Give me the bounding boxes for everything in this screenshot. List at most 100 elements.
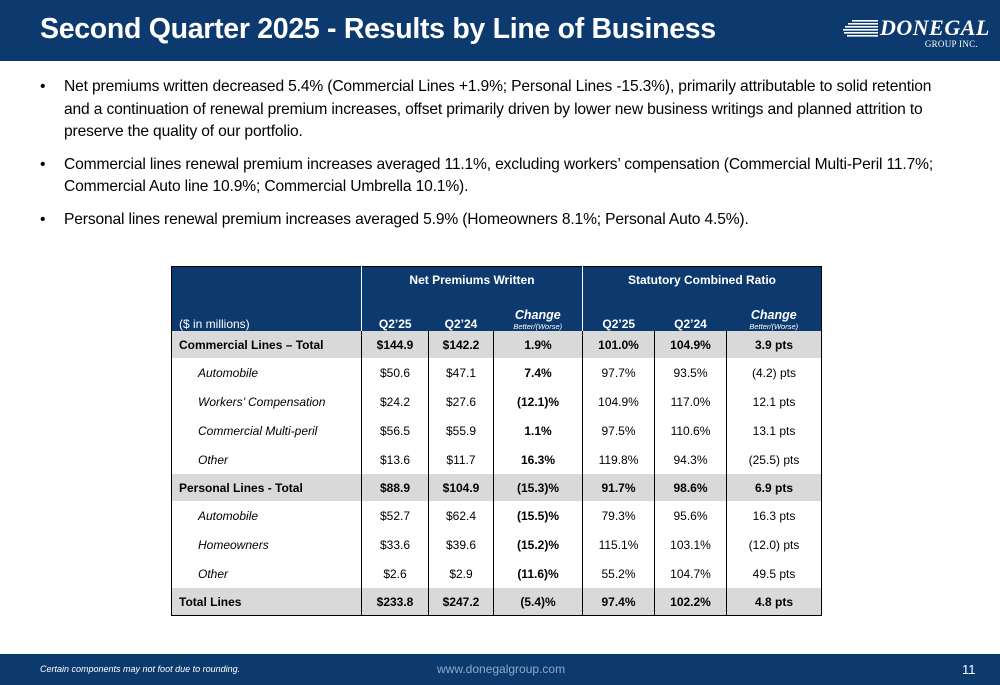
table-cell: 98.6% — [654, 474, 727, 501]
slide-title: Second Quarter 2025 - Results by Line of… — [40, 13, 716, 45]
table-cell: 110.6% — [654, 416, 727, 445]
table-cell: (25.5) pts — [726, 445, 822, 474]
table-cell: 104.7% — [654, 559, 727, 588]
table-cell: $247.2 — [428, 588, 494, 616]
header-blank-cell — [171, 266, 362, 293]
table-row: Automobile $50.6 $47.1 7.4% 97.7% 93.5% (4.2) … — [171, 358, 822, 387]
table-cell: 12.1 pts — [726, 387, 822, 416]
row-label: Automobile — [171, 358, 362, 387]
table-cell: 7.4% — [493, 358, 583, 387]
table-cell: 16.3% — [493, 445, 583, 474]
results-table: Net Premiums Written Statutory Combined … — [171, 266, 822, 616]
table-body: Commercial Lines – Total $144.9 $142.2 1.9%… — [171, 331, 822, 616]
change-label: Change — [750, 308, 797, 322]
table-cell: 94.3% — [654, 445, 727, 474]
table-cell: 55.2% — [582, 559, 655, 588]
table-cell: 97.4% — [582, 588, 655, 616]
row-label: Automobile — [171, 501, 362, 530]
table-cell: 79.3% — [582, 501, 655, 530]
row-label: Total Lines — [171, 588, 362, 616]
table-cell: $27.6 — [428, 387, 494, 416]
table-cell: (12.1)% — [493, 387, 583, 416]
logo-stripes-icon — [843, 20, 878, 37]
table-cell: 95.6% — [654, 501, 727, 530]
footer-bar: Certain components may not foot due to r… — [0, 654, 1000, 685]
col-q225-ratio: Q2’25 — [582, 293, 655, 331]
bullet-item: Personal lines renewal premium increases… — [40, 209, 960, 232]
table-cell: $144.9 — [361, 331, 429, 358]
units-label: ($ in millions) — [171, 293, 362, 331]
table-cell: 49.5 pts — [726, 559, 822, 588]
row-label: Personal Lines - Total — [171, 474, 362, 501]
header-combined-ratio: Statutory Combined Ratio — [582, 266, 822, 293]
col-q224-premiums: Q2’24 — [428, 293, 494, 331]
table-cell: $39.6 — [428, 530, 494, 559]
table-cell: (4.2) pts — [726, 358, 822, 387]
table-cell: $11.7 — [428, 445, 494, 474]
table-cell: 97.5% — [582, 416, 655, 445]
bullet-list: Net premiums written decreased 5.4% (Com… — [40, 76, 960, 241]
table-cell: $56.5 — [361, 416, 429, 445]
table-cell: (15.5)% — [493, 501, 583, 530]
logo-subtext: GROUP INC. — [924, 39, 978, 49]
table-row: Other $13.6 $11.7 16.3% 119.8% 94.3% (25.5) pt… — [171, 445, 822, 474]
table-cell: 1.9% — [493, 331, 583, 358]
table-cell: 104.9% — [654, 331, 727, 358]
table-cell: (5.4)% — [493, 588, 583, 616]
footer-url[interactable]: www.donegalgroup.com — [437, 662, 566, 676]
table-cell: $52.7 — [361, 501, 429, 530]
table-cell: 91.7% — [582, 474, 655, 501]
table-cell: (15.3)% — [493, 474, 583, 501]
row-label: Workers’ Compensation — [171, 387, 362, 416]
table-cell: $24.2 — [361, 387, 429, 416]
table-row: Personal Lines - Total $88.9 $104.9 (15.3)%… — [171, 474, 822, 501]
row-label: Other — [171, 445, 362, 474]
table-row: Total Lines $233.8 $247.2 (5.4)% 97.4% 102.2%… — [171, 588, 822, 616]
table-cell: $88.9 — [361, 474, 429, 501]
table-row: Workers’ Compensation $24.2 $27.6 (12.1)% 10… — [171, 387, 822, 416]
table-cell: $50.6 — [361, 358, 429, 387]
table-cell: (11.6)% — [493, 559, 583, 588]
change-sublabel: Better/(Worse) — [513, 322, 563, 331]
table-cell: 115.1% — [582, 530, 655, 559]
table-cell: $2.9 — [428, 559, 494, 588]
table-column-header-row: ($ in millions) Q2’25 Q2’24 Change Bette… — [171, 293, 822, 331]
table-row: Other $2.6 $2.9 (11.6)% 55.2% 104.7% 49.5 pts — [171, 559, 822, 588]
table-cell: $62.4 — [428, 501, 494, 530]
table-row: Commercial Multi-peril $56.5 $55.9 1.1% 97.5… — [171, 416, 822, 445]
table-cell: 3.9 pts — [726, 331, 822, 358]
table-row: Automobile $52.7 $62.4 (15.5)% 79.3% 95.6% 16.… — [171, 501, 822, 530]
table-cell: $55.9 — [428, 416, 494, 445]
col-q224-ratio: Q2’24 — [654, 293, 727, 331]
change-label: Change — [514, 308, 561, 322]
bullet-item: Net premiums written decreased 5.4% (Com… — [40, 76, 960, 144]
table-cell: $233.8 — [361, 588, 429, 616]
table-cell: 102.2% — [654, 588, 727, 616]
table-cell: 117.0% — [654, 387, 727, 416]
row-label: Commercial Multi-peril — [171, 416, 362, 445]
table-cell: $104.9 — [428, 474, 494, 501]
table-cell: 97.7% — [582, 358, 655, 387]
table-cell: $2.6 — [361, 559, 429, 588]
header-net-premiums: Net Premiums Written — [361, 266, 583, 293]
col-q225-premiums: Q2’25 — [361, 293, 429, 331]
table-cell: 103.1% — [654, 530, 727, 559]
table-cell: $142.2 — [428, 331, 494, 358]
title-bar: Second Quarter 2025 - Results by Line of… — [0, 0, 1000, 61]
table-cell: 1.1% — [493, 416, 583, 445]
table-cell: (12.0) pts — [726, 530, 822, 559]
table-cell: $13.6 — [361, 445, 429, 474]
donegal-logo: DONEGAL GROUP INC. — [840, 15, 989, 53]
col-change-premiums: Change Better/(Worse) — [493, 293, 583, 331]
table-cell: (15.2)% — [493, 530, 583, 559]
row-label: Other — [171, 559, 362, 588]
change-sublabel: Better/(Worse) — [749, 322, 799, 331]
logo-wordmark: DONEGAL — [880, 15, 990, 40]
table-cell: 93.5% — [654, 358, 727, 387]
table-cell: 104.9% — [582, 387, 655, 416]
row-label: Homeowners — [171, 530, 362, 559]
bullet-item: Commercial lines renewal premium increas… — [40, 154, 960, 199]
table-group-header-row: Net Premiums Written Statutory Combined … — [171, 266, 822, 293]
table-cell: $33.6 — [361, 530, 429, 559]
table-cell: 101.0% — [582, 331, 655, 358]
